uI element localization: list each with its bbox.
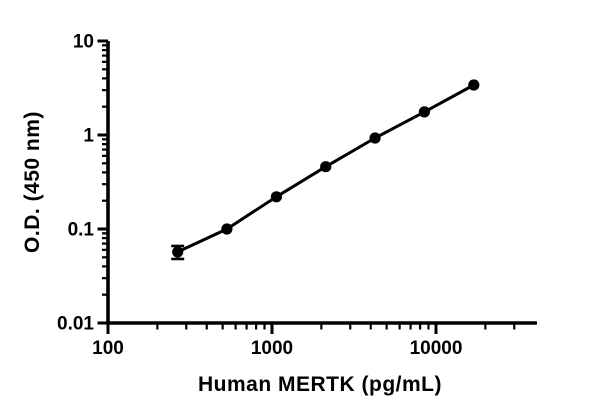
data-point-marker	[468, 79, 480, 91]
y-tick-label: 10	[73, 32, 94, 53]
data-point-marker	[221, 223, 233, 235]
data-point-marker	[270, 191, 282, 203]
axis-tick-labels: 10 1 0.1 0.01 100 1000 10000	[57, 32, 462, 360]
x-tick-label: 100	[92, 338, 124, 359]
x-tick-label: 1000	[251, 338, 293, 359]
y-tick-label: 0.1	[68, 220, 95, 241]
data-point-marker	[369, 132, 381, 144]
y-tick-label: 0.01	[57, 314, 94, 335]
x-tick-label: 10000	[410, 338, 463, 359]
x-axis-title: Human MERTK (pg/mL)	[198, 373, 442, 396]
data-point-marker	[320, 161, 332, 173]
data-point-marker	[172, 246, 184, 258]
data-series	[171, 79, 480, 261]
axis-ticks	[97, 39, 516, 334]
y-tick-label: 1	[83, 126, 94, 147]
data-point-marker	[418, 106, 430, 118]
y-axis-title: O.D. (450 nm)	[21, 111, 44, 253]
